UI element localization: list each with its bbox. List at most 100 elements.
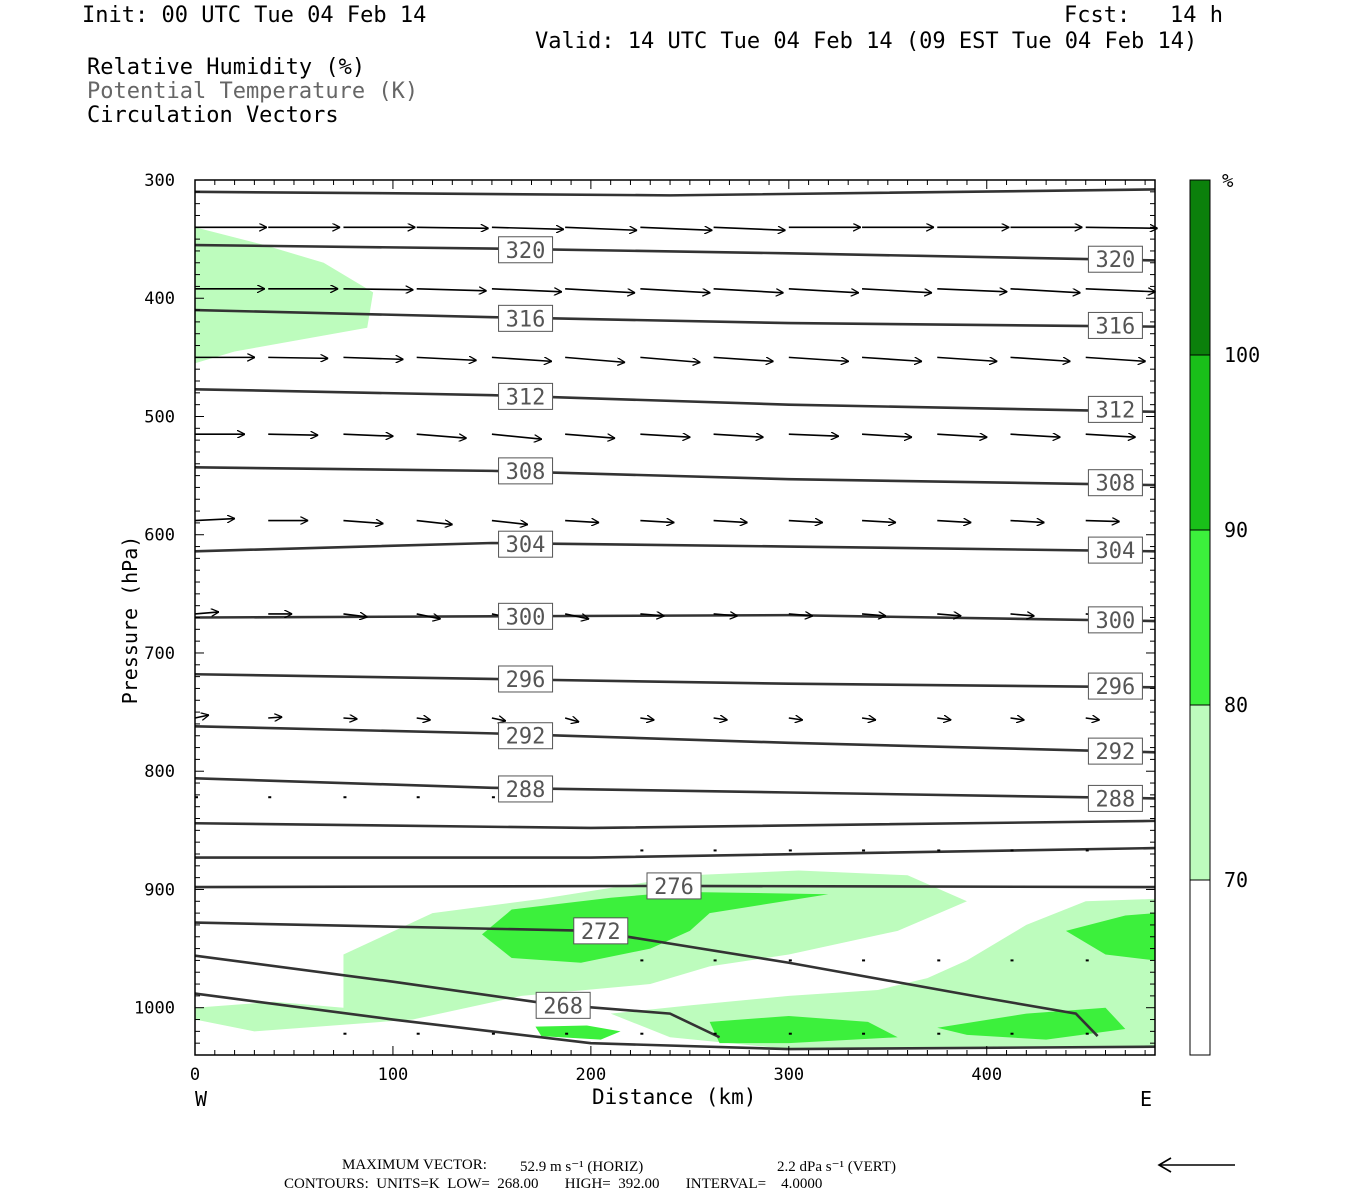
circulation-vector	[1010, 356, 1071, 361]
isentrope-292	[195, 724, 1155, 754]
isentrope-300	[195, 613, 1155, 623]
rh-region-80-90	[535, 1025, 621, 1040]
circulation-vector	[640, 434, 690, 437]
circulation-vector	[1010, 614, 1035, 616]
circulation-vector	[491, 289, 562, 292]
svg-text:312: 312	[506, 385, 546, 410]
vector-layer	[194, 227, 1158, 1035]
circulation-vector	[194, 715, 209, 718]
circulation-vector	[1085, 227, 1158, 228]
circulation-vector	[194, 612, 219, 614]
circulation-vector	[491, 356, 552, 361]
circulation-vector	[1010, 521, 1045, 523]
circulation-vector	[1085, 356, 1146, 361]
circulation-vector-calm	[268, 796, 272, 799]
isentrope-316	[195, 308, 1155, 328]
circulation-vector	[343, 614, 367, 617]
circulation-vector	[343, 718, 357, 719]
svg-text:296: 296	[506, 668, 546, 693]
circulation-vector	[194, 519, 235, 521]
y-tick-label: 600	[144, 526, 175, 546]
y-axis-title: Pressure (hPa)	[118, 535, 142, 705]
isentrope-label: 320	[1087, 245, 1143, 273]
colorbar-label: 70	[1224, 868, 1248, 892]
circulation-vector-calm	[1085, 1032, 1089, 1035]
circulation-vector	[713, 356, 774, 361]
circulation-vector	[565, 356, 625, 362]
circulation-vector-calm	[862, 849, 866, 852]
isentrope-304	[195, 541, 1155, 553]
isentrope-label: 300	[1087, 606, 1143, 634]
reference-vector-arrow	[1157, 1157, 1235, 1173]
circulation-vector	[713, 614, 738, 616]
circulation-vector	[713, 287, 784, 293]
circulation-vector	[640, 521, 674, 523]
isentrope-unlabeled	[195, 819, 1155, 830]
circulation-vector-calm	[491, 796, 495, 799]
isentrope-312	[195, 387, 1155, 414]
circulation-vector-calm	[416, 796, 420, 799]
circulation-vector	[565, 287, 635, 293]
circulation-vector	[640, 227, 712, 230]
circulation-vector	[640, 287, 710, 293]
isentrope-label: 276	[646, 872, 702, 900]
circulation-vector	[937, 434, 987, 437]
isentrope-label-layer: 320 320 316 316 312 312 308 308 304 304 300 300 296 2…	[498, 236, 1143, 1019]
circulation-vector-calm	[640, 849, 644, 852]
circulation-vector	[937, 614, 961, 616]
colorbar-unit: %	[1222, 170, 1234, 192]
svg-text:308: 308	[506, 460, 546, 485]
y-tick-label: 700	[144, 644, 175, 664]
circulation-vector-calm	[862, 1032, 866, 1035]
circulation-vector-calm	[195, 796, 198, 799]
circulation-vector	[937, 718, 951, 720]
title-theta: Potential Temperature (K)	[87, 79, 419, 104]
circulation-vector	[713, 718, 728, 720]
circulation-vector	[788, 287, 859, 293]
colorbar-band	[1189, 354, 1211, 531]
valid-time: Valid: 14 UTC Tue 04 Feb 14 (09 EST Tue …	[535, 29, 1198, 54]
cross-section-chart: 320 320 316 316 312 312 308 308 304 304 300 300 296 2…	[134, 171, 1260, 1085]
svg-text:304: 304	[506, 533, 546, 558]
svg-text:296: 296	[1096, 675, 1136, 700]
circulation-vector	[343, 521, 383, 524]
isentrope-label: 316	[498, 304, 554, 332]
isentrope-label: 304	[1087, 536, 1143, 564]
rh-region-70-80	[610, 898, 1155, 1050]
axes-layer: 300 400 500 600 700 800 900 1000 0 100 200 300 400	[134, 171, 1156, 1085]
title-vectors: Circulation Vectors	[87, 103, 339, 128]
circulation-vector	[343, 434, 393, 436]
circulation-vector	[491, 521, 528, 525]
colorbar-label: 90	[1224, 518, 1248, 542]
circulation-vector	[862, 521, 896, 523]
svg-text:312: 312	[1096, 398, 1136, 423]
circulation-vector-calm	[713, 849, 717, 852]
circulation-vector	[343, 357, 403, 359]
circulation-vector	[416, 289, 487, 291]
isentrope-296	[195, 672, 1155, 689]
rh-region-80-90	[1065, 913, 1155, 961]
circulation-vector	[416, 357, 477, 360]
isentrope-label: 296	[1087, 672, 1143, 700]
rh-fill-layer	[195, 227, 1155, 1050]
circulation-vector	[268, 357, 328, 358]
circulation-vector-calm	[788, 849, 792, 852]
circulation-vector	[565, 433, 615, 438]
colorbar-band	[1189, 879, 1211, 1056]
x-tick-label: 400	[971, 1065, 1002, 1085]
isentrope-label: 292	[1087, 737, 1143, 765]
circulation-vector	[564, 613, 589, 619]
circulation-vector	[565, 521, 599, 523]
isentrope-label: 308	[1087, 469, 1143, 497]
x-axis-title: Distance (km)	[592, 1085, 757, 1109]
y-tick-label: 900	[144, 880, 175, 900]
isentrope-label: 304	[498, 530, 554, 558]
circulation-vector-calm	[713, 959, 717, 962]
isentrope-label: 292	[498, 722, 554, 750]
circulation-vector	[640, 356, 700, 362]
circulation-vector-calm	[713, 1032, 717, 1035]
isentrope-label: 312	[498, 382, 554, 410]
circulation-vector	[1085, 521, 1120, 522]
contours-info: CONTOURS: UNITS=K LOW= 268.00 HIGH= 392.…	[284, 1176, 823, 1192]
circulation-vector	[491, 433, 542, 439]
